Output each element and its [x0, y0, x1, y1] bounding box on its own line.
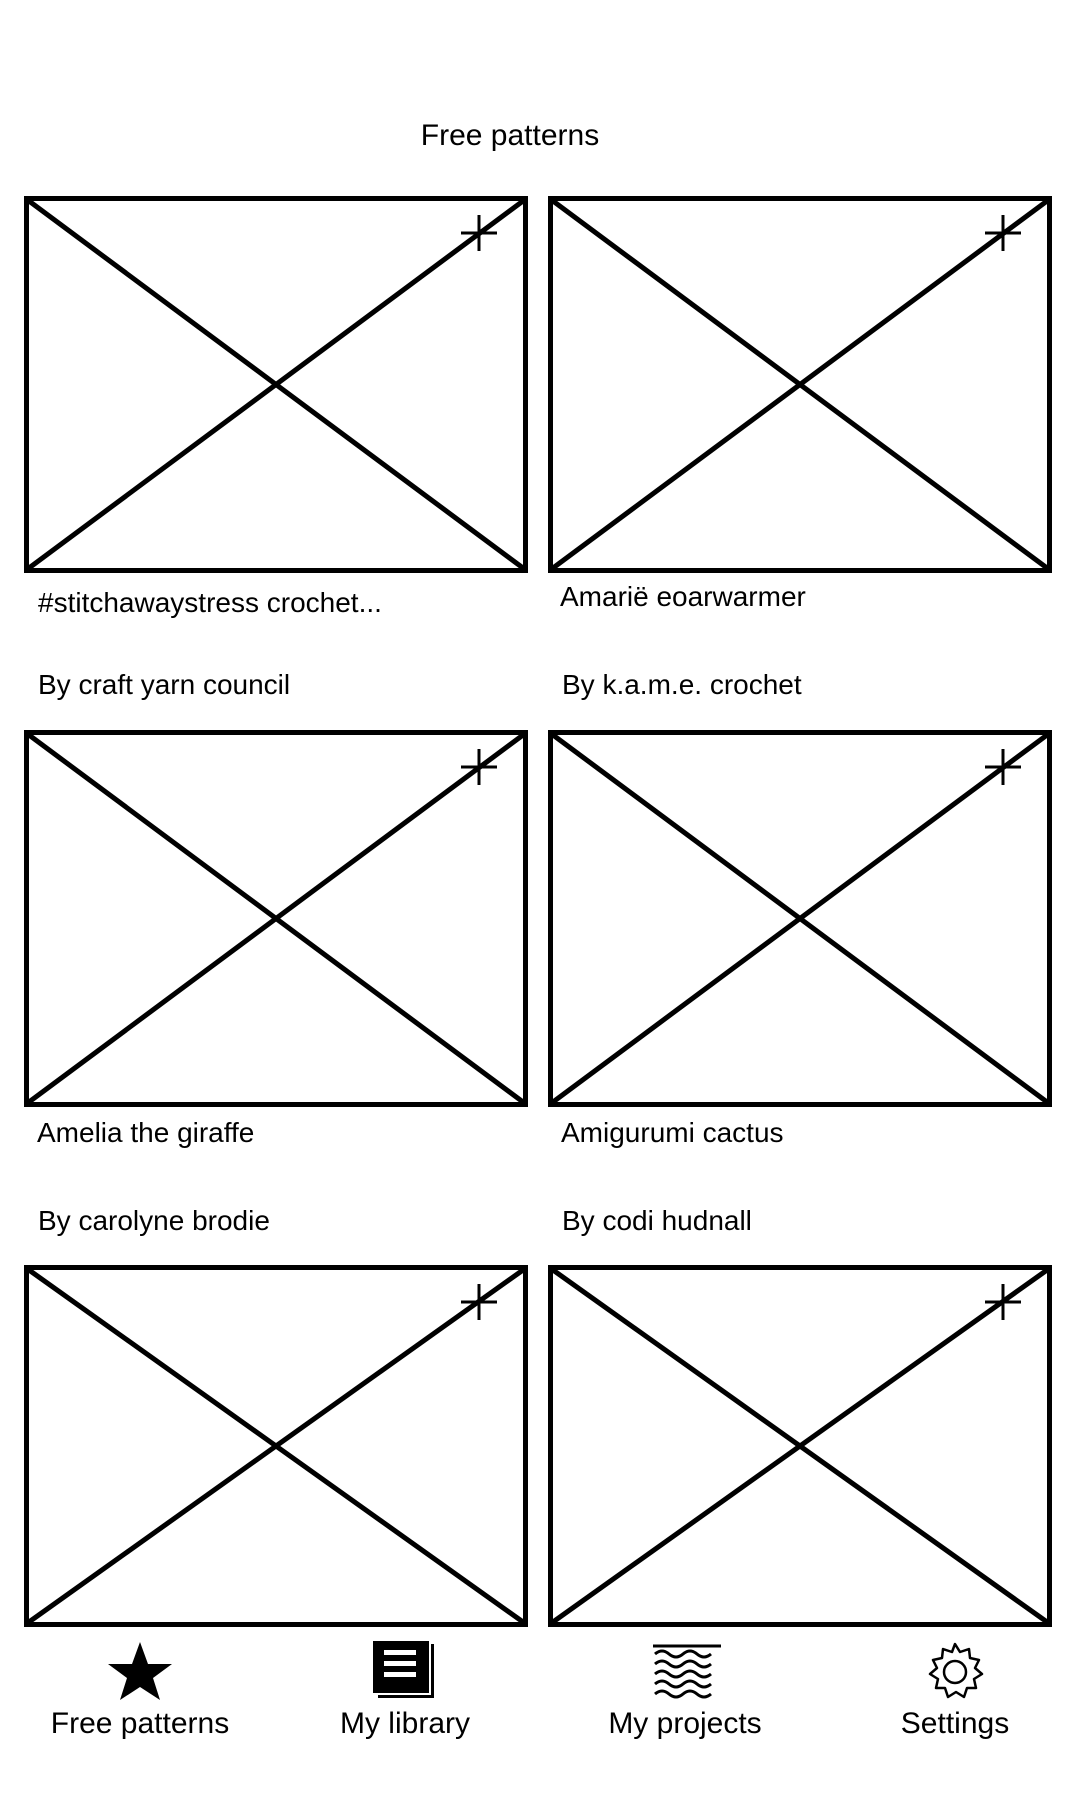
- image-placeholder-icon: [29, 201, 523, 568]
- nav-item-my-library[interactable]: My library: [320, 1640, 490, 1760]
- add-to-library-button[interactable]: [459, 1282, 499, 1322]
- plus-icon: [461, 749, 497, 785]
- pattern-author: By craft yarn council: [38, 669, 291, 700]
- pattern-name[interactable]: Amigurumi cactus: [561, 1117, 784, 1148]
- star-icon: [108, 1642, 172, 1700]
- pattern-card[interactable]: [24, 730, 528, 1107]
- nav-item-free-patterns[interactable]: Free patterns: [40, 1640, 240, 1760]
- pattern-author: By carolyne brodie: [38, 1205, 270, 1236]
- plus-icon: [461, 215, 497, 251]
- pattern-card[interactable]: [548, 1265, 1052, 1627]
- image-placeholder-icon: [553, 1270, 1047, 1622]
- nav-label: My library: [339, 1707, 470, 1740]
- bottom-navigation: Free patterns My library My projects Set…: [0, 1640, 1080, 1770]
- pattern-card[interactable]: [24, 1265, 528, 1627]
- nav-item-settings[interactable]: Settings: [880, 1640, 1030, 1760]
- pattern-card[interactable]: [24, 196, 528, 573]
- pattern-card[interactable]: [548, 196, 1052, 573]
- plus-icon: [985, 1284, 1021, 1320]
- nav-label: Free patterns: [50, 1707, 230, 1740]
- yarn-waves-icon: [653, 1644, 721, 1699]
- nav-label: My projects: [608, 1707, 762, 1740]
- plus-icon: [985, 749, 1021, 785]
- nav-label: Settings: [900, 1707, 1010, 1740]
- pattern-author: By codi hudnall: [562, 1205, 752, 1236]
- pattern-name[interactable]: #stitchawaystress crochet...: [38, 587, 382, 618]
- plus-icon: [461, 1284, 497, 1320]
- pattern-name[interactable]: Amariё eoarwarmer: [560, 581, 806, 612]
- add-to-library-button[interactable]: [983, 213, 1023, 253]
- library-icon: [371, 1640, 434, 1698]
- image-placeholder-icon: [553, 201, 1047, 568]
- gear-icon: [928, 1642, 984, 1699]
- add-to-library-button[interactable]: [983, 1282, 1023, 1322]
- pattern-name[interactable]: Amelia the giraffe: [37, 1117, 255, 1148]
- pattern-card[interactable]: [548, 730, 1052, 1107]
- add-to-library-button[interactable]: [983, 747, 1023, 787]
- image-placeholder-icon: [29, 1270, 523, 1622]
- pattern-author: By k.a.m.e. crochet: [562, 669, 802, 700]
- add-to-library-button[interactable]: [459, 747, 499, 787]
- image-placeholder-icon: [29, 735, 523, 1102]
- add-to-library-button[interactable]: [459, 213, 499, 253]
- page-title: Free patterns: [420, 119, 600, 152]
- nav-item-my-projects[interactable]: My projects: [595, 1640, 775, 1760]
- plus-icon: [985, 215, 1021, 251]
- image-placeholder-icon: [553, 735, 1047, 1102]
